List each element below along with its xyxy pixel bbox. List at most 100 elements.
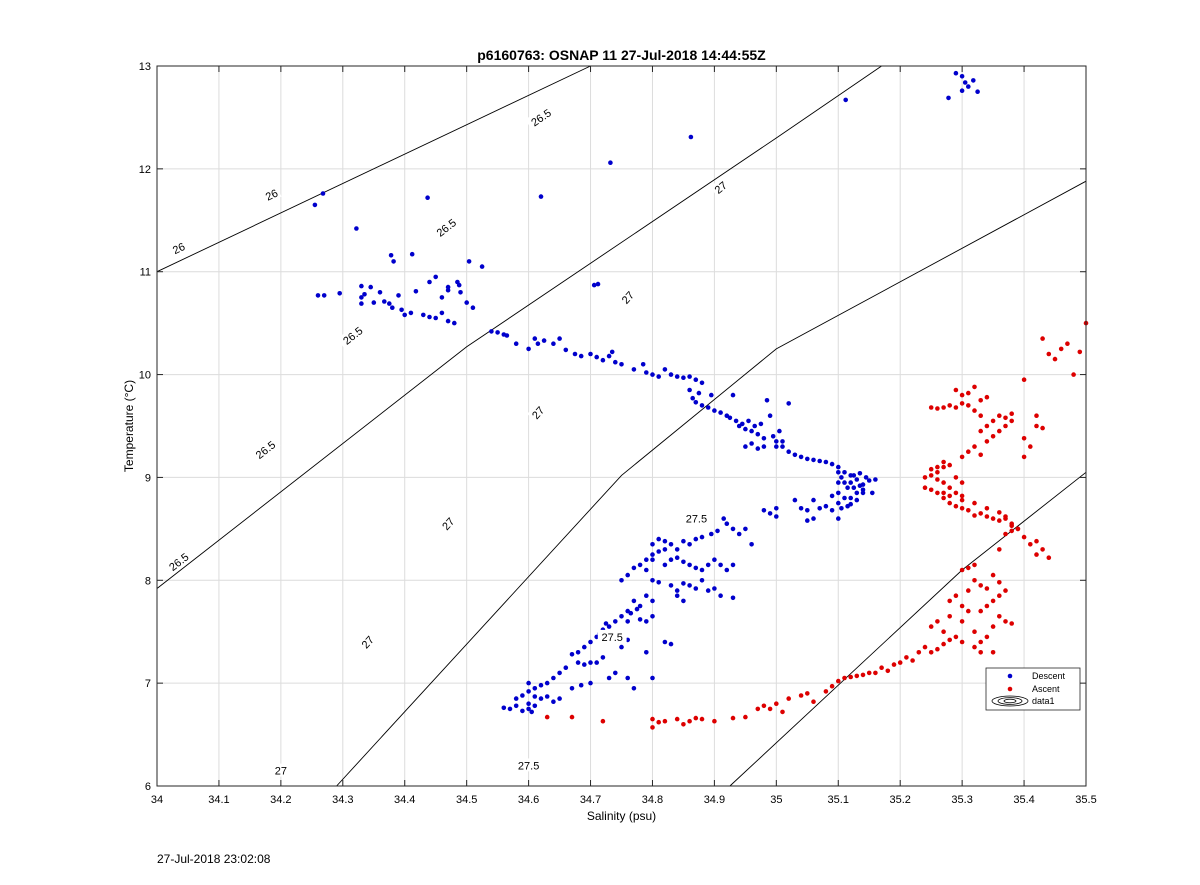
descent-point — [829, 461, 835, 467]
contour-label-background — [430, 213, 462, 242]
descent-point — [687, 542, 692, 547]
ascent-point — [941, 490, 946, 496]
ascent-point — [953, 634, 959, 640]
ascent-point — [1021, 454, 1027, 460]
ascent-point — [966, 565, 971, 571]
ascent-point — [1009, 528, 1014, 534]
ascent-point — [947, 403, 952, 408]
ascent-point — [1009, 523, 1014, 529]
ascent-point — [891, 662, 897, 667]
y-tick-label: 10 — [139, 370, 151, 382]
ascent-point — [935, 646, 940, 652]
descent-point — [532, 686, 538, 691]
descent-point — [718, 593, 723, 598]
ascent-point — [972, 644, 977, 650]
descent-point — [740, 421, 745, 427]
ascent-point — [1021, 534, 1027, 540]
descent-point — [699, 534, 705, 540]
descent-point — [674, 588, 680, 593]
ascent-point — [997, 547, 1002, 552]
contour-label-background — [249, 435, 281, 464]
descent-point — [727, 415, 733, 421]
ascent-point — [947, 500, 952, 506]
ascent-point — [569, 714, 575, 720]
descent-point — [792, 452, 798, 458]
x-tick-label: 34.1 — [208, 794, 229, 806]
descent-point — [839, 506, 844, 511]
descent-point — [805, 456, 810, 462]
contour-label-group: 26.5 — [525, 103, 557, 131]
descent-point — [613, 619, 618, 624]
descent-point — [746, 418, 751, 424]
ascent-point — [1015, 526, 1021, 532]
descent-point — [650, 578, 655, 583]
descent-point — [749, 441, 754, 446]
descent-point — [718, 562, 723, 568]
descent-point — [507, 706, 513, 712]
contour-label-background — [597, 629, 627, 643]
descent-point — [656, 549, 661, 554]
descent-point — [631, 367, 637, 372]
descent-point — [452, 320, 457, 326]
x-tick-label: 34.4 — [394, 794, 415, 806]
contour-line-27-5 — [729, 471, 1087, 787]
descent-point — [362, 292, 367, 297]
ascent-point — [1028, 444, 1033, 449]
descent-point — [625, 572, 630, 578]
ascent-point — [953, 405, 959, 410]
descent-point — [805, 508, 810, 513]
descent-point — [315, 293, 321, 298]
y-tick-label: 12 — [139, 164, 151, 176]
descent-point — [681, 375, 686, 381]
descent-point — [851, 485, 857, 491]
descent-point — [662, 562, 668, 568]
ascent-point — [984, 394, 990, 400]
ascent-point — [966, 608, 971, 614]
ascent-point — [941, 629, 946, 634]
x-tick-label: 34.3 — [332, 794, 353, 806]
descent-point — [439, 295, 445, 300]
descent-point — [743, 426, 748, 432]
contour-line-26-5 — [156, 65, 882, 589]
descent-point — [971, 78, 976, 83]
ascent-point — [966, 390, 971, 396]
descent-point — [805, 518, 810, 523]
ascent-point — [699, 716, 705, 722]
descent-point — [690, 395, 695, 401]
descent-point — [709, 392, 714, 398]
descent-point — [650, 614, 655, 619]
contour-label-background — [356, 631, 378, 653]
contour-icon-ring — [1003, 698, 1017, 704]
descent-point — [823, 459, 829, 465]
ascent-point — [712, 718, 717, 724]
density-contour-labels: 262626.526.526.526.526.527272727272727.5… — [163, 103, 731, 778]
descent-point — [637, 617, 643, 622]
descent-point — [591, 282, 597, 288]
descent-point — [433, 274, 439, 280]
contour-label-group: 26.5 — [430, 213, 462, 242]
descent-point — [551, 699, 556, 704]
descent-point — [755, 446, 761, 451]
ascent-point — [1034, 423, 1039, 429]
contour-label-background — [709, 176, 731, 198]
descent-point — [606, 353, 612, 359]
descent-point — [532, 703, 538, 709]
legend-descent-marker — [1007, 673, 1013, 679]
contour-icon-ring — [997, 697, 1023, 705]
descent-point — [774, 506, 779, 511]
ascent-point — [823, 689, 829, 694]
print-timestamp: 27-Jul-2018 23:02:08 — [157, 852, 271, 866]
legend[interactable]: Descent Ascent data1 — [985, 667, 1081, 711]
descent-point — [718, 410, 723, 415]
ascent-point — [984, 439, 990, 444]
descent-point — [777, 428, 782, 434]
ascent-point — [1058, 346, 1064, 352]
descent-point — [674, 374, 680, 379]
x-axis-label: Salinity (psu) — [587, 809, 656, 823]
ascent-point — [662, 718, 668, 724]
descent-point — [613, 670, 618, 676]
contour-label-background — [525, 103, 557, 131]
descent-point — [681, 598, 686, 604]
descent-point — [975, 89, 980, 94]
descent-point — [619, 644, 624, 650]
